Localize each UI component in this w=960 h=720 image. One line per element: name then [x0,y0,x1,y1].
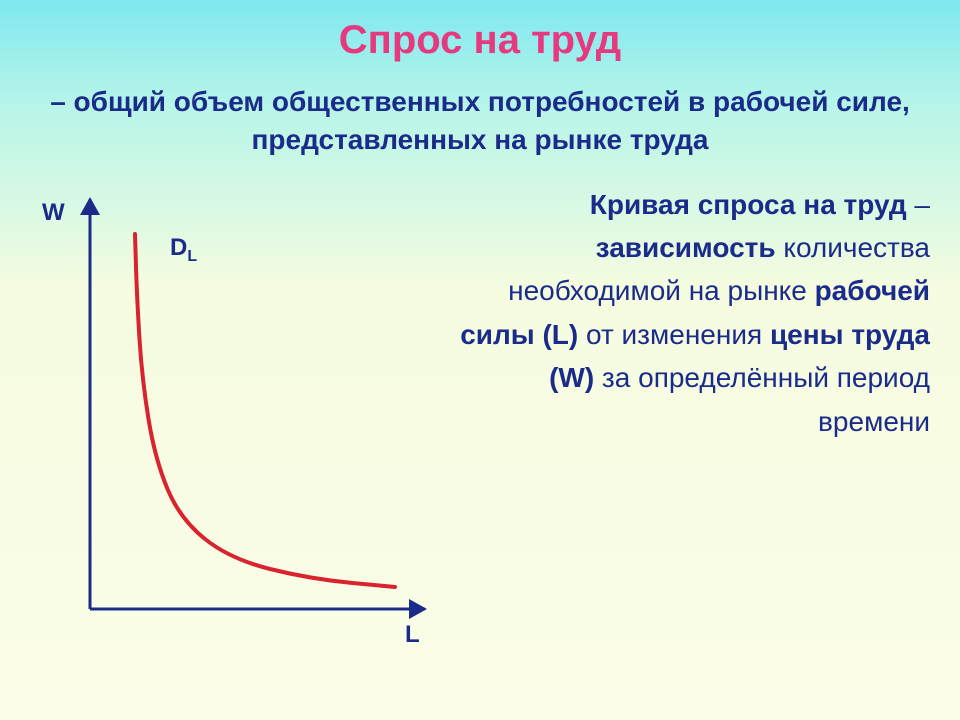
desc-p2: – [907,189,930,220]
desc-p8: за определённый период времени [594,362,930,436]
desc-p1: Кривая спроса на труд [590,189,907,220]
desc-p3: зависимость [596,232,776,263]
chart-svg [30,179,450,659]
curve-label: DL [170,234,197,266]
x-axis-label: L [405,621,420,649]
curve-label-sub: L [187,247,197,264]
description-text: Кривая спроса на труд – зависимость коли… [450,179,930,659]
desc-p6: от изменения [578,319,770,350]
curve-label-main: D [170,234,187,261]
slide-subtitle: – общий объем общественных потребностей … [0,63,960,169]
y-axis-label: W [42,199,65,227]
demand-curve-chart: W L DL [30,179,450,659]
subtitle-text: – общий объем общественных потребностей … [50,86,910,155]
content-row: W L DL Кривая спроса на труд – зависимос… [0,169,960,659]
title-text: Спрос на труд [339,18,621,62]
slide-title: Спрос на труд [0,0,960,63]
